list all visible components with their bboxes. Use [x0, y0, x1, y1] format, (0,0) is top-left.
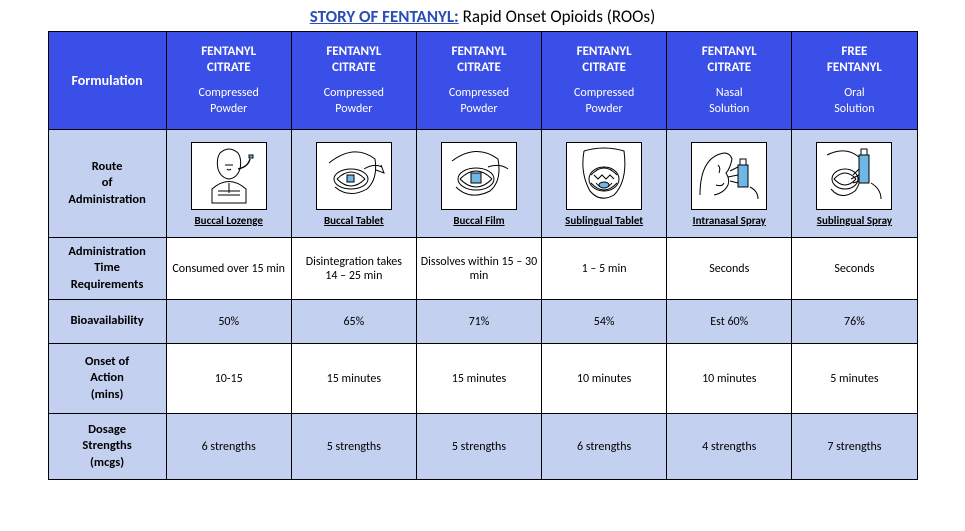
route-5-label: Sublingual Spray: [794, 214, 914, 227]
bio-3: 54%: [542, 300, 667, 344]
row-onset: Onset ofAction(mins) 10-15 15 minutes 15…: [48, 344, 917, 414]
admin-5: Seconds: [792, 238, 917, 300]
bio-4: Est 60%: [667, 300, 792, 344]
route-5: Sublingual Spray: [792, 130, 917, 238]
page-title: STORY OF FENTANYL: Rapid Onset Opioids (…: [0, 0, 965, 31]
route-3-label: Sublingual Tablet: [544, 214, 664, 227]
col-0: FENTANYLCITRATECompressedPowder: [166, 32, 291, 130]
dosage-3: 6 strengths: [542, 414, 667, 480]
dosage-4: 4 strengths: [667, 414, 792, 480]
route-3-illustration: [566, 142, 642, 210]
route-1-illustration: [316, 142, 392, 210]
admin-3: 1 – 5 min: [542, 238, 667, 300]
bio-0: 50%: [166, 300, 291, 344]
onset-5: 5 minutes: [792, 344, 917, 414]
col-1: FENTANYLCITRATECompressedPowder: [291, 32, 416, 130]
route-3: Sublingual Tablet: [542, 130, 667, 238]
col-3: FENTANYLCITRATECompressedPowder: [542, 32, 667, 130]
row-bio-label: Bioavailability: [48, 300, 166, 344]
route-4-label: Intranasal Spray: [669, 214, 789, 227]
col-2: FENTANYLCITRATECompressedPowder: [416, 32, 541, 130]
route-1-label: Buccal Tablet: [294, 214, 414, 227]
admin-2: Dissolves within 15 – 30 min: [416, 238, 541, 300]
row-admin: AdministrationTimeRequirements Consumed …: [48, 238, 917, 300]
route-2-label: Buccal Film: [419, 214, 539, 227]
onset-2: 15 minutes: [416, 344, 541, 414]
row-admin-label: AdministrationTimeRequirements: [48, 238, 166, 300]
row-route: RouteofAdministration Buccal: [48, 130, 917, 238]
onset-0: 10-15: [166, 344, 291, 414]
admin-4: Seconds: [667, 238, 792, 300]
route-1: Buccal Tablet: [291, 130, 416, 238]
dosage-5: 7 strengths: [792, 414, 917, 480]
bio-5: 76%: [792, 300, 917, 344]
dosage-2: 5 strengths: [416, 414, 541, 480]
row-onset-label: Onset ofAction(mins): [48, 344, 166, 414]
admin-1: Disintegration takes14 – 25 min: [291, 238, 416, 300]
col-4: FENTANYLCITRATENasalSolution: [667, 32, 792, 130]
route-0: Buccal Lozenge: [166, 130, 291, 238]
row-route-label: RouteofAdministration: [48, 130, 166, 238]
dosage-1: 5 strengths: [291, 414, 416, 480]
route-0-label: Buccal Lozenge: [169, 214, 289, 227]
onset-1: 15 minutes: [291, 344, 416, 414]
route-4: Intranasal Spray: [667, 130, 792, 238]
row-dosage-label: DosageStrengths(mcgs): [48, 414, 166, 480]
bio-2: 71%: [416, 300, 541, 344]
col-formulation: Formulation: [48, 32, 166, 130]
col-5: FREEFENTANYLOralSolution: [792, 32, 917, 130]
title-strong: STORY OF FENTANYL:: [310, 6, 459, 27]
onset-3: 10 minutes: [542, 344, 667, 414]
roo-table: Formulation FENTANYLCITRATECompressedPow…: [48, 31, 918, 480]
route-2: Buccal Film: [416, 130, 541, 238]
route-5-illustration: [816, 142, 892, 210]
title-rest: Rapid Onset Opioids (ROOs): [459, 6, 655, 27]
admin-0: Consumed over 15 min: [166, 238, 291, 300]
row-dosage: DosageStrengths(mcgs) 6 strengths 5 stre…: [48, 414, 917, 480]
dosage-0: 6 strengths: [166, 414, 291, 480]
bio-1: 65%: [291, 300, 416, 344]
route-4-illustration: [691, 142, 767, 210]
row-bio: Bioavailability 50% 65% 71% 54% Est 60% …: [48, 300, 917, 344]
header-row: Formulation FENTANYLCITRATECompressedPow…: [48, 32, 917, 130]
onset-4: 10 minutes: [667, 344, 792, 414]
route-0-illustration: [191, 142, 267, 210]
route-2-illustration: [441, 142, 517, 210]
